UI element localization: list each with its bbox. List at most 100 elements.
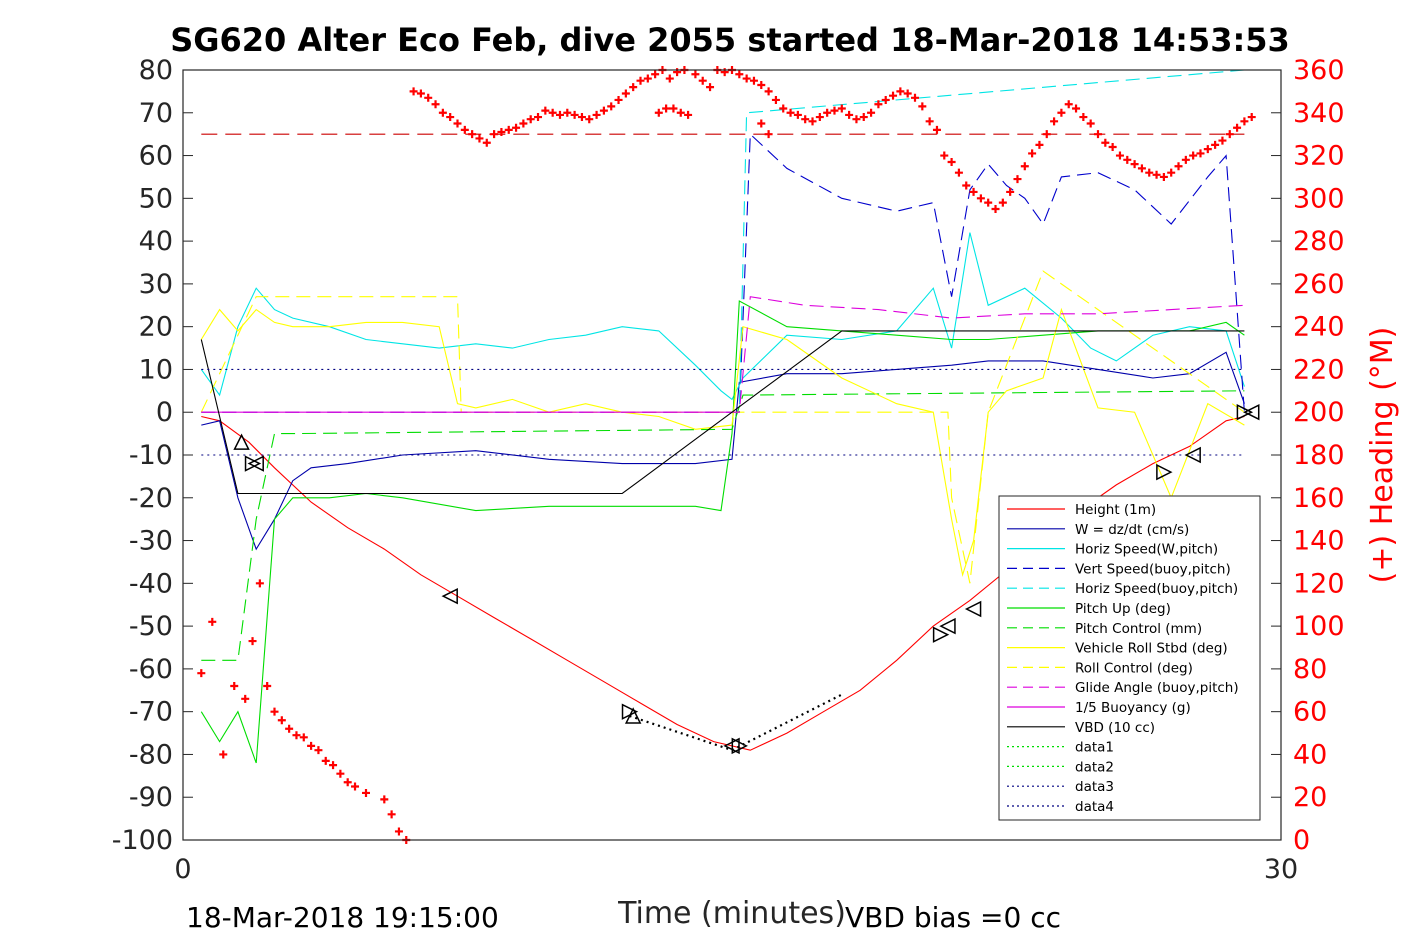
heading-point [577,113,586,122]
series-layer [200,69,1245,764]
y-tick-label: -40 [129,568,173,599]
y-tick-label: -20 [129,483,173,514]
heading-point [314,746,323,755]
heading-point [1181,155,1190,164]
heading-point [336,769,345,778]
y2-tick-label: 140 [1293,526,1345,557]
heading-point [801,115,810,124]
y-tick-label: 30 [139,269,173,300]
heading-point [424,93,433,102]
event-triangle [1184,446,1201,464]
heading-point [299,733,308,742]
heading-point [1159,172,1168,181]
heading-point [815,113,824,122]
heading-point [764,87,773,96]
series-horiz-speed-w-pitch [200,232,1245,401]
series-vehicle-roll-stbd-deg [200,307,1245,577]
legend-label: Pitch Control (mm) [1075,621,1202,637]
y2-tick-label: 280 [1293,226,1345,257]
heading-point [292,731,301,740]
x-tick-label: 30 [1264,854,1298,885]
series-vbd-10-cc [200,330,1245,495]
heading-point [394,827,403,836]
heading-point [793,110,802,119]
heading-point [563,108,572,117]
y2-tick-label: 0 [1293,825,1310,856]
heading-point [852,115,861,124]
heading-point [918,102,927,111]
heading-point [636,76,645,85]
event-triangle [1236,404,1254,421]
heading-point [823,108,832,117]
y2-tick-label: 240 [1293,312,1345,343]
y-tick-label: 20 [139,312,173,343]
y-tick-label: 10 [139,354,173,385]
heading-point [757,119,766,128]
heading-point [380,795,389,804]
event-triangle [1243,404,1260,421]
heading-point [197,669,206,678]
heading-point [555,110,564,119]
heading-point [669,104,678,113]
legend-label: data2 [1075,759,1114,775]
heading-point [991,205,1000,214]
y2-tick-label: 40 [1293,739,1327,770]
heading-point [911,93,919,102]
legend-label: data1 [1075,740,1114,756]
y2-tick-label: 340 [1293,98,1345,129]
y2-tick-label: 160 [1293,483,1345,514]
heading-point [387,810,396,819]
heading-point [446,113,455,122]
heading-point [519,119,528,128]
event-triangle [244,455,262,472]
heading-point [673,68,682,77]
heading-point [881,95,890,104]
y2-tick-label: 360 [1293,55,1345,86]
legend-label: Glide Angle (buoy,pitch) [1075,680,1239,696]
heading-point [248,637,257,646]
heading-point [808,117,817,126]
series-glide-angle-buoy-pitch [201,296,1245,413]
footer-vbd-bias: VBD bias =0 cc [845,901,1061,934]
heading-point [698,76,707,85]
y2-tick-label: 260 [1293,269,1345,300]
heading-point [889,91,898,100]
heading-point [270,707,279,716]
heading-point [629,83,638,92]
x-axis-label: Time (minutes) [617,896,846,931]
y2-tick-label: 200 [1293,397,1345,428]
heading-point [665,74,674,83]
heading-point [475,134,484,143]
heading-point [735,70,744,79]
heading-point [438,108,447,117]
legend-label: Vert Speed(buoy,pitch) [1075,561,1231,577]
heading-point [1174,162,1183,171]
heading-point [1028,149,1037,158]
series-vert-speed-buoy-pitch [201,132,1245,413]
heading-point [460,125,469,134]
y2-tick-label: 60 [1293,697,1327,728]
heading-point [1233,123,1242,132]
heading-point [490,130,499,139]
heading-point [409,87,418,96]
heading-point [654,108,663,117]
heading-point [285,724,294,733]
y2-tick-label: 80 [1293,654,1327,685]
series-roll-control-deg [200,270,1245,584]
event-triangle [731,737,748,755]
heading-point [263,682,272,690]
heading-point [662,104,671,113]
legend-label: VBD (10 cc) [1075,720,1155,736]
heading-point [219,750,228,759]
legend-label: Vehicle Roll Stbd (deg) [1075,641,1228,657]
y-tick-label: 70 [139,98,173,129]
heading-point [845,110,854,119]
heading-point [1211,140,1220,149]
y-tick-label: -10 [129,440,173,471]
heading-point [1079,113,1088,122]
heading-point [1189,151,1198,160]
legend-label: Horiz Speed(W,pitch) [1075,542,1218,558]
y-tick-label: -30 [129,526,173,557]
chart-title: SG620 Alter Eco Feb, dive 2055 started 1… [170,21,1290,59]
heading-point [1115,151,1124,160]
